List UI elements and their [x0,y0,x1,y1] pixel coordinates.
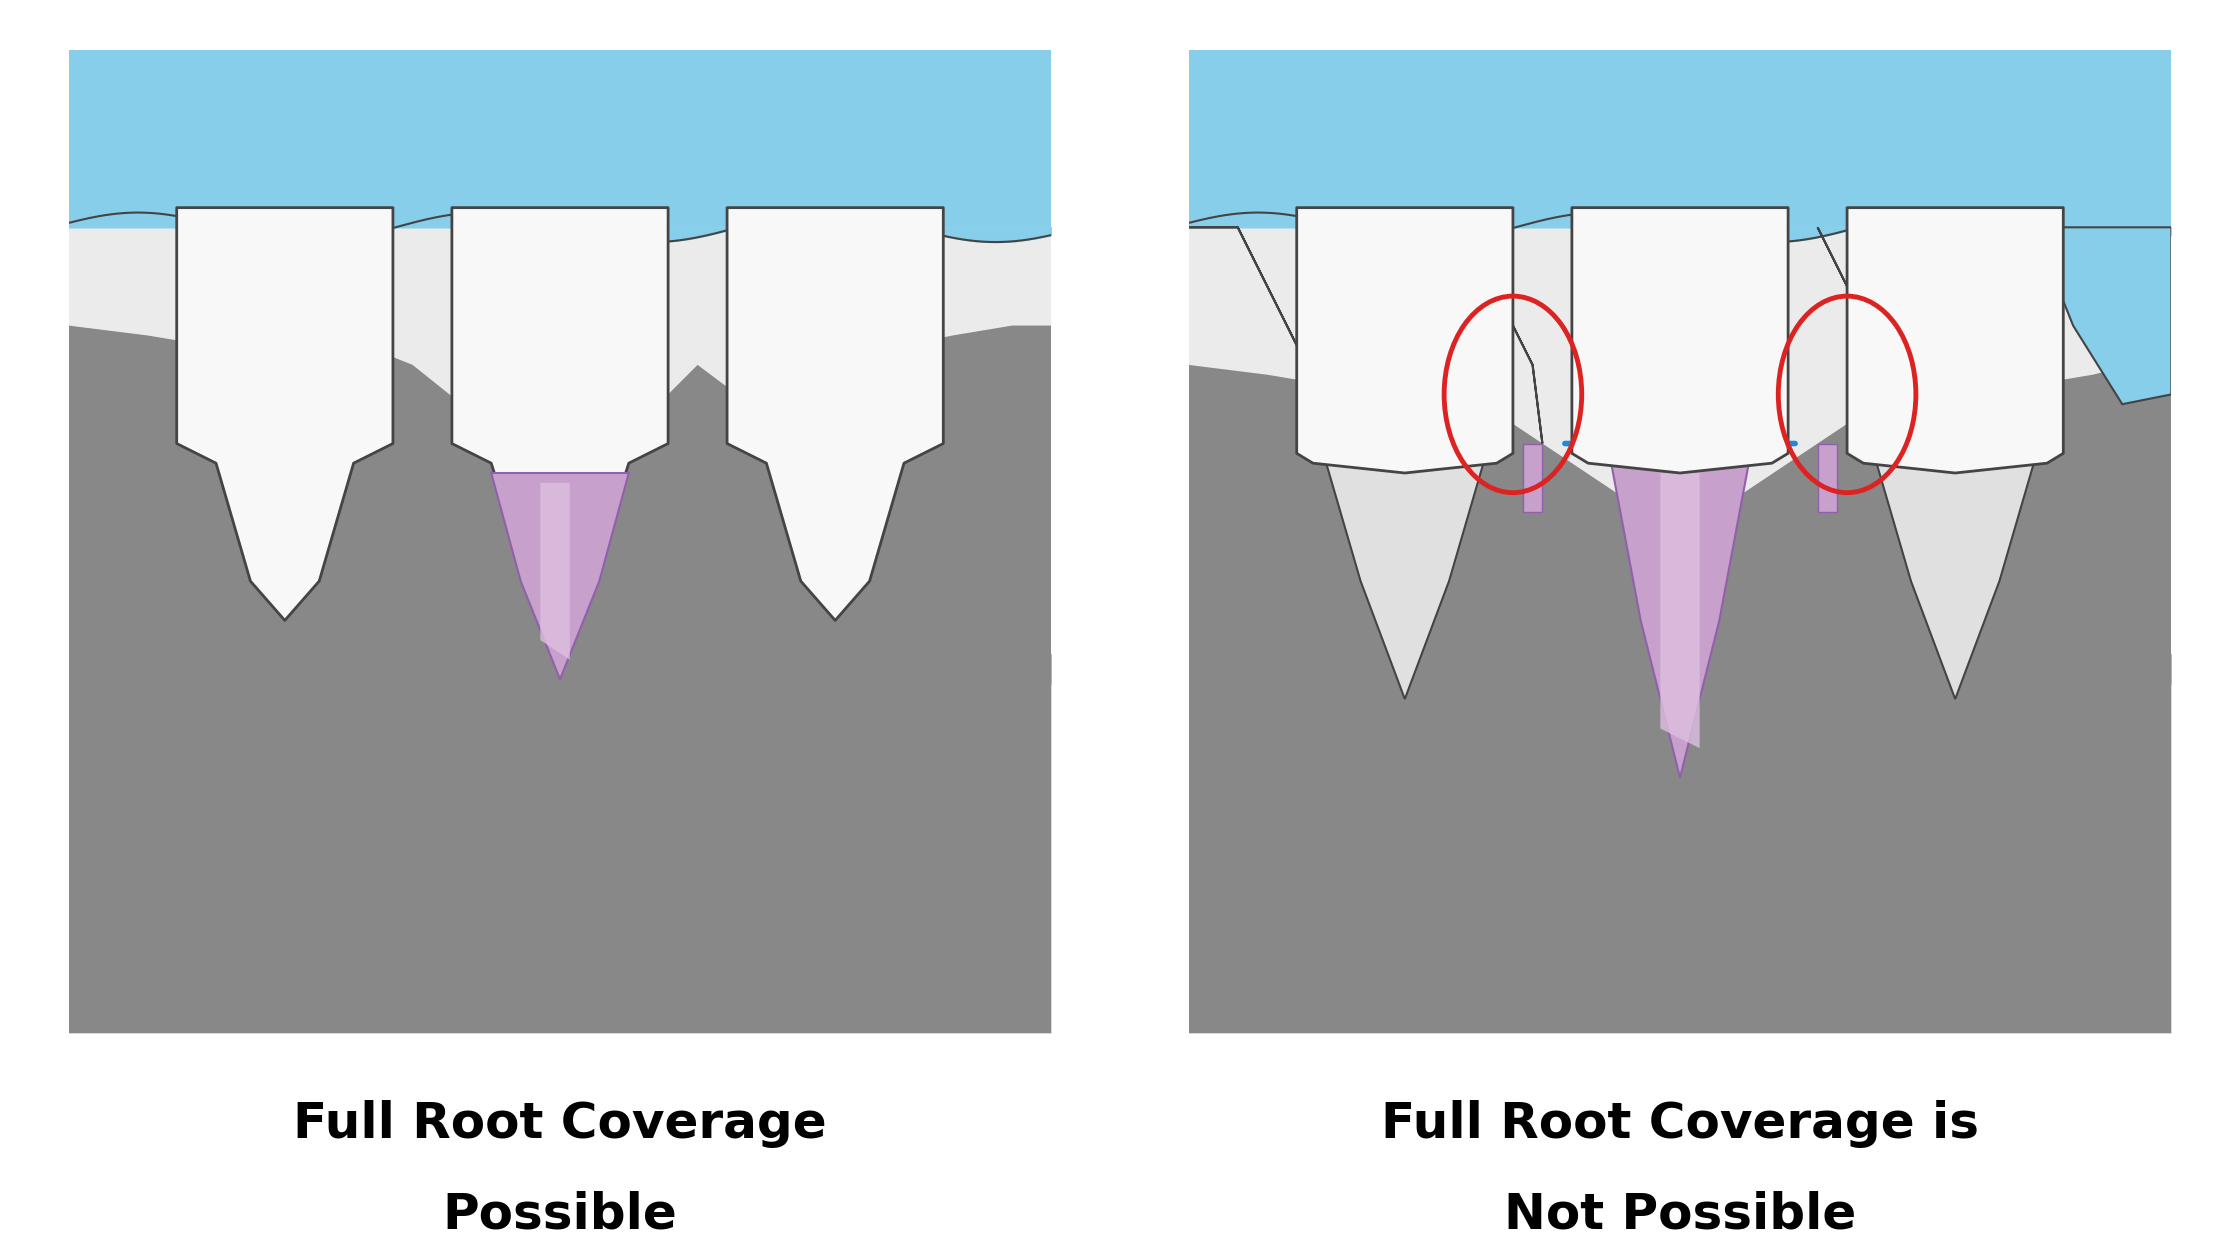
Polygon shape [69,325,1051,1033]
Text: Possible: Possible [444,1191,676,1239]
Polygon shape [1189,227,1326,404]
Polygon shape [540,483,569,660]
Text: Not Possible: Not Possible [1503,1191,1857,1239]
Polygon shape [1817,227,1897,444]
Polygon shape [1877,464,2034,699]
Polygon shape [1848,208,2063,472]
Polygon shape [1463,227,1543,444]
Polygon shape [1817,444,1837,513]
Polygon shape [2034,227,2171,404]
Polygon shape [1660,472,1700,748]
Polygon shape [452,208,668,611]
Bar [1189,50,2171,227]
Polygon shape [728,208,943,620]
Bar [69,50,1051,227]
Polygon shape [177,208,392,620]
Polygon shape [1297,208,1512,472]
Polygon shape [1611,464,1749,777]
Polygon shape [491,472,629,679]
Polygon shape [1189,365,2171,1033]
Polygon shape [1572,208,1788,472]
Polygon shape [1523,444,1543,513]
Polygon shape [1326,464,1483,699]
Text: Full Root Coverage is: Full Root Coverage is [1382,1100,1978,1148]
Text: Full Root Coverage: Full Root Coverage [293,1100,827,1148]
